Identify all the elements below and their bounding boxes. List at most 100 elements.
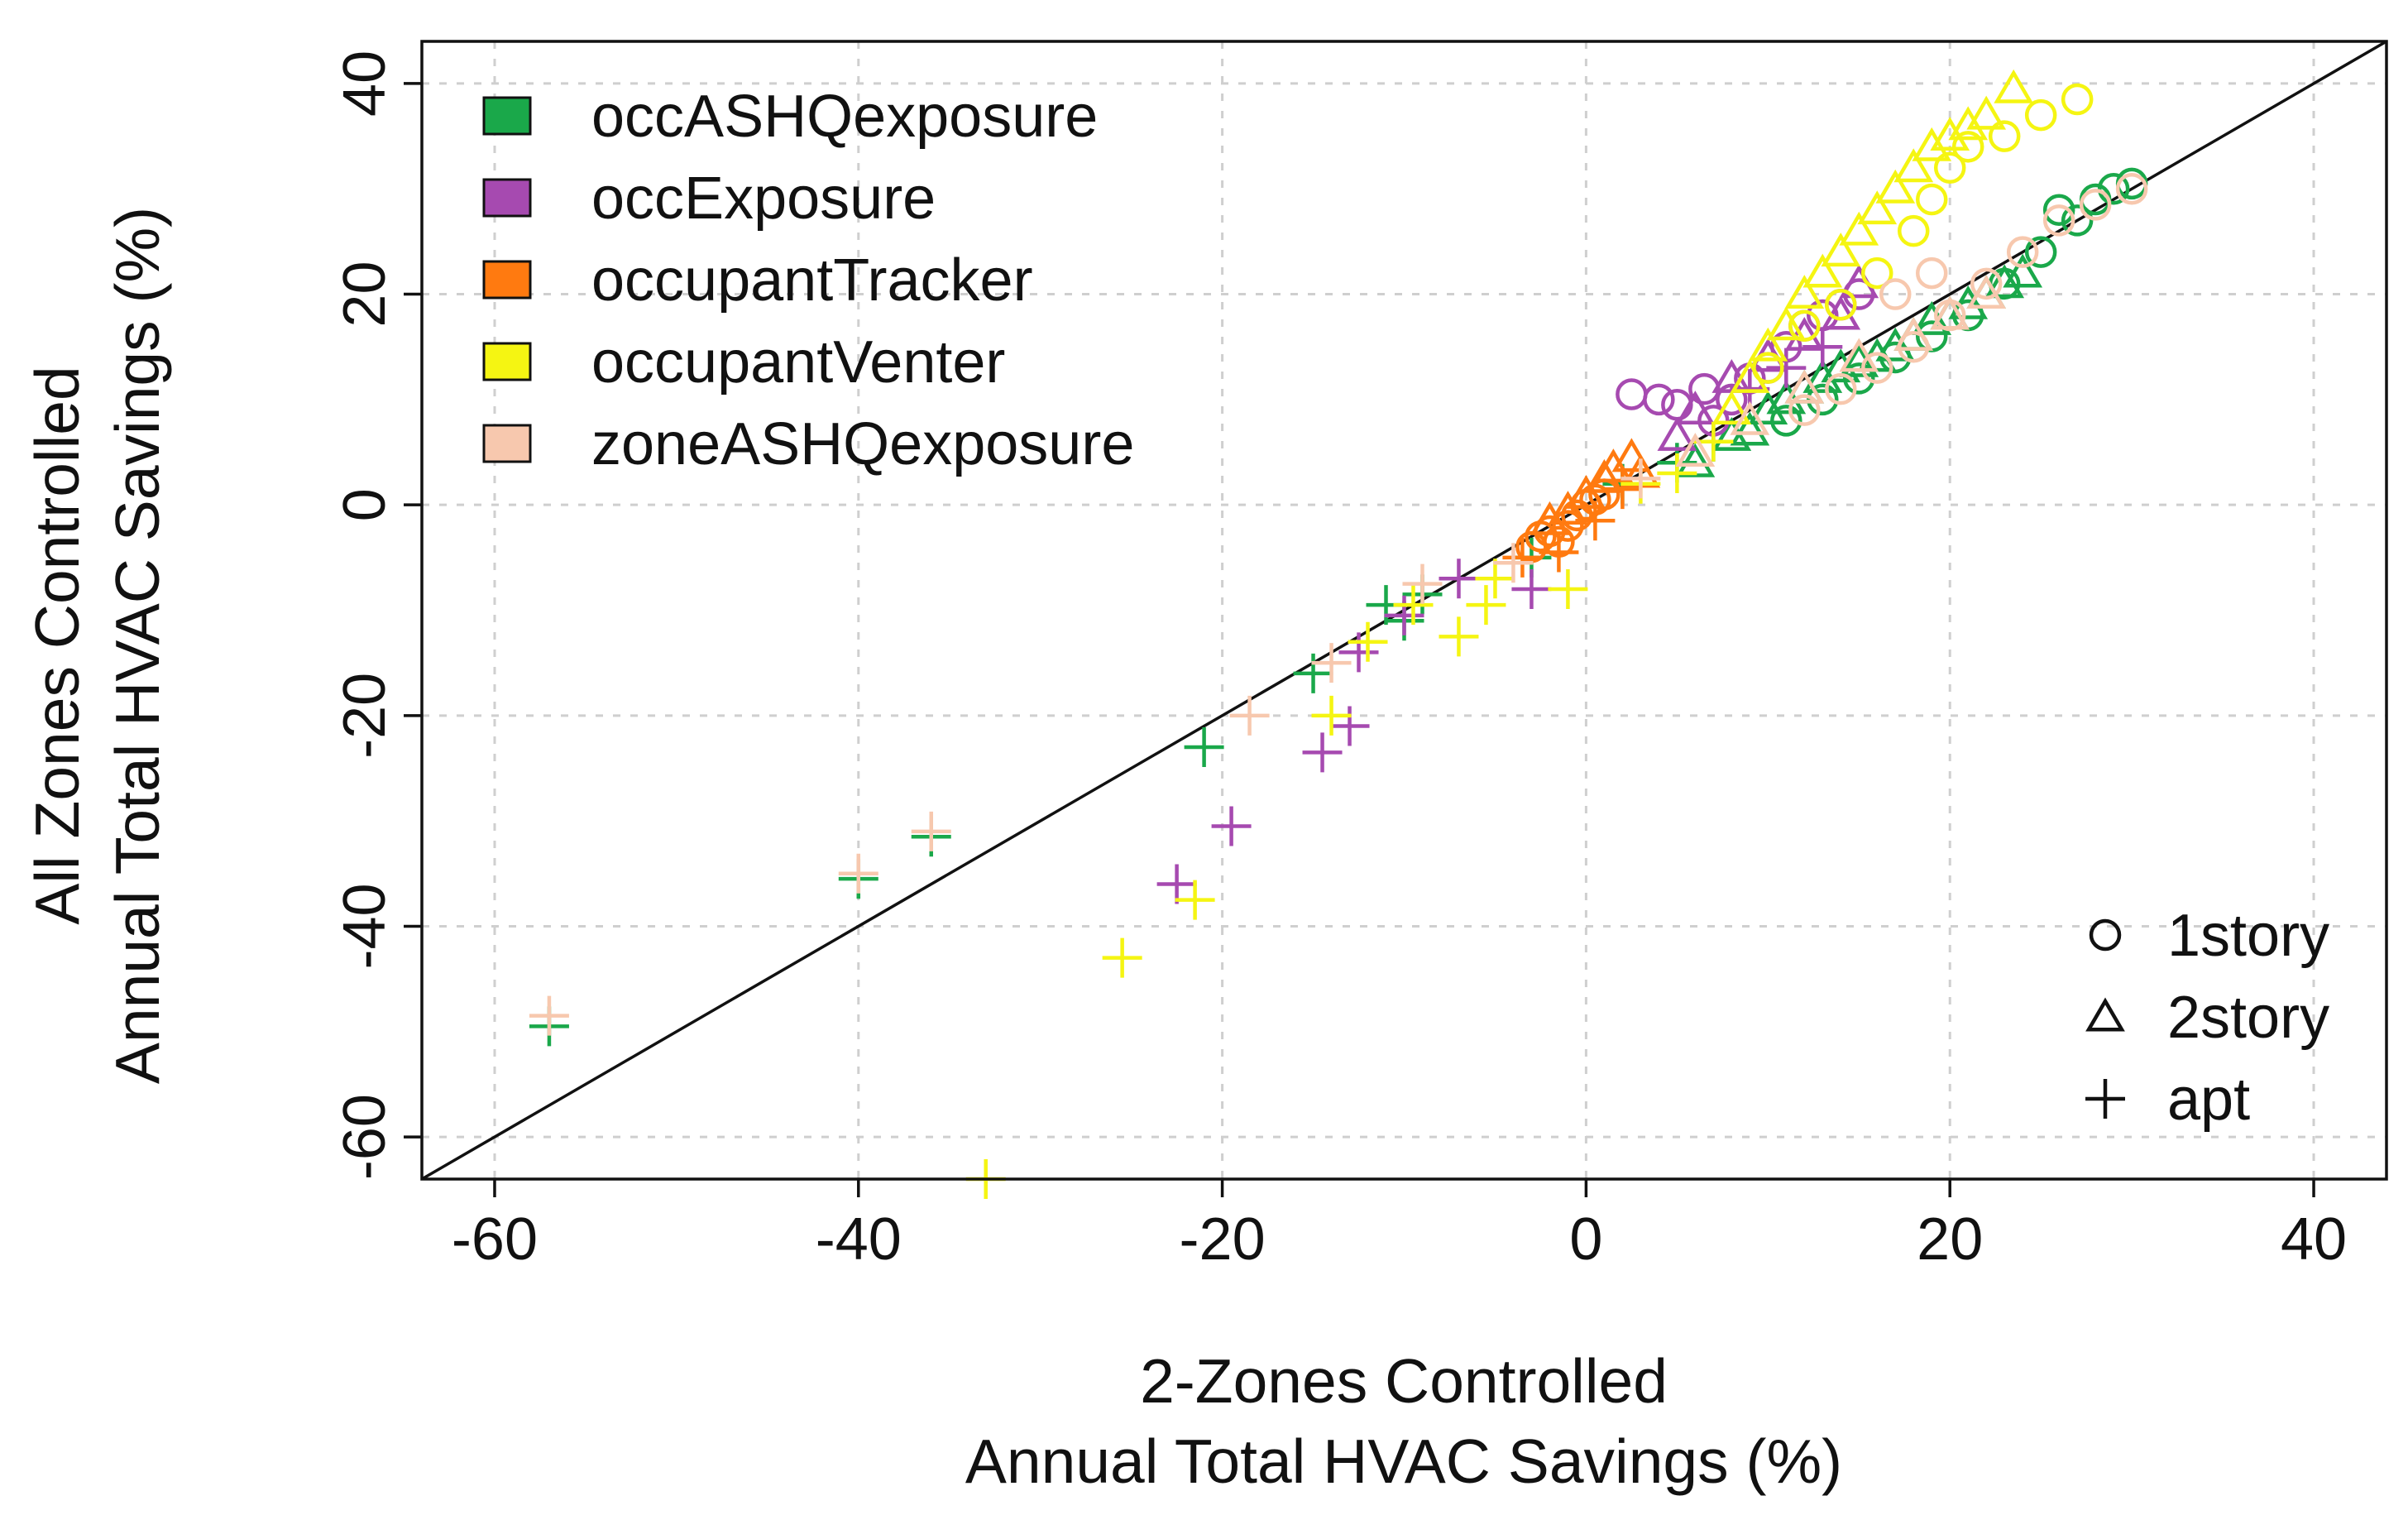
x-tick-label: -20 xyxy=(1180,1206,1266,1273)
color-legend: occASHQexposure occExposure occupantTracke… xyxy=(482,84,1134,477)
legend-symbol xyxy=(2085,1079,2125,1119)
series-occupantTracker xyxy=(1502,438,1661,578)
data-point xyxy=(2079,189,2112,221)
data-point xyxy=(1770,405,1802,437)
legend-item-occExposure: occExposure xyxy=(482,165,936,232)
data-point xyxy=(1575,501,1616,541)
x-axis-ticks: -60 -40 -20 0 20 40 xyxy=(452,1179,2347,1273)
data-point xyxy=(1502,537,1543,578)
data-point xyxy=(2042,194,2075,226)
legend-swatch xyxy=(482,424,532,463)
data-point xyxy=(1966,275,2007,309)
data-point xyxy=(1821,295,1861,330)
legend-label: occASHQexposure xyxy=(591,84,1098,150)
x-tick-label: 0 xyxy=(1569,1206,1602,1273)
y-axis-label-line2: Annual Total HVAC Savings (%) xyxy=(103,207,172,1084)
data-point xyxy=(1584,458,1625,493)
data-point xyxy=(1994,69,2034,103)
data-point xyxy=(1802,327,1843,367)
data-point xyxy=(1933,151,1966,185)
legend-item-occASHQexposure: occASHQexposure xyxy=(482,84,1098,150)
data-point xyxy=(1338,632,1379,673)
legend-item-occupantTracker: occupantTracker xyxy=(482,247,1033,314)
y-tick-label: 20 xyxy=(332,261,398,328)
data-point xyxy=(1552,510,1584,542)
data-point xyxy=(1748,327,1788,362)
x-tick-label: 40 xyxy=(2281,1206,2347,1273)
data-points xyxy=(529,69,2148,1199)
data-point xyxy=(1311,643,1352,683)
legend-swatch xyxy=(482,178,532,218)
data-point xyxy=(1211,806,1252,846)
data-point xyxy=(1175,880,1215,920)
data-point xyxy=(1156,864,1197,904)
data-point xyxy=(1711,391,1752,425)
data-point xyxy=(1893,148,1934,183)
data-point xyxy=(1897,330,1930,363)
data-point xyxy=(1784,317,1825,351)
plot-frame xyxy=(420,40,2388,1181)
data-point xyxy=(1730,400,1770,435)
data-point xyxy=(1593,448,1634,483)
data-point xyxy=(1311,695,1352,736)
data-point xyxy=(1897,214,1930,247)
legend-label: zoneASHQexposure xyxy=(591,411,1134,477)
data-point xyxy=(1643,383,1675,416)
data-point xyxy=(1912,127,1952,161)
legend-label: apt xyxy=(2167,1067,2250,1133)
legend-label: 2story xyxy=(2167,985,2329,1051)
series-occExposure xyxy=(1156,264,1879,904)
y-tick-label: -20 xyxy=(332,673,398,759)
data-point xyxy=(1548,569,1588,610)
x-tick-label: -40 xyxy=(816,1206,902,1273)
data-point xyxy=(1439,616,1479,657)
data-point xyxy=(1184,727,1224,768)
data-point xyxy=(2006,236,2039,268)
data-point xyxy=(1675,433,1716,467)
data-point xyxy=(1788,309,1821,342)
data-point xyxy=(1657,416,1697,451)
data-point xyxy=(2024,98,2057,132)
x-axis-label-line2: Annual Total HVAC Savings (%) xyxy=(965,1426,1842,1496)
data-point xyxy=(1948,106,1989,141)
data-point xyxy=(1475,559,1515,599)
y-axis-ticks: -60 -40 -20 0 20 40 xyxy=(332,50,422,1180)
data-point xyxy=(1825,372,1857,405)
data-point xyxy=(1539,532,1579,573)
legend-symbol xyxy=(2085,997,2125,1032)
data-point xyxy=(1620,458,1661,499)
data-point xyxy=(1839,211,1879,246)
legend-label: occExposure xyxy=(591,165,936,232)
data-point xyxy=(1675,443,1716,477)
data-point xyxy=(1915,183,1948,216)
data-point xyxy=(1875,169,1916,204)
data-point xyxy=(1229,695,1270,736)
legend-label: 1story xyxy=(2167,903,2329,969)
data-point xyxy=(838,853,878,894)
data-point xyxy=(1857,190,1898,225)
legend-label: occupantVenter xyxy=(591,329,1005,396)
data-point xyxy=(1293,653,1333,693)
data-point xyxy=(1675,391,1716,425)
shape-legend: 1story 2story apt xyxy=(2085,903,2329,1133)
legend-item-apt: apt xyxy=(2085,1067,2250,1133)
data-point xyxy=(1807,383,1839,416)
legend-label: occupantTracker xyxy=(591,247,1033,314)
x-tick-label: 20 xyxy=(1917,1206,1983,1273)
y-tick-label: -60 xyxy=(332,1094,398,1180)
data-point xyxy=(1879,278,1912,310)
series-occupantVenter xyxy=(965,69,2094,1199)
data-point xyxy=(1766,348,1807,388)
data-point xyxy=(1561,499,1593,532)
legend-item-2story: 2story xyxy=(2085,985,2329,1051)
data-point xyxy=(1602,469,1643,510)
data-point xyxy=(1802,253,1843,288)
data-point xyxy=(1951,131,1984,163)
data-point xyxy=(2024,236,2057,268)
data-point xyxy=(1402,563,1443,604)
data-point xyxy=(1843,362,1875,395)
data-point xyxy=(1329,706,1370,746)
data-point xyxy=(2097,172,2130,205)
legend-item-1story: 1story xyxy=(2089,903,2329,969)
